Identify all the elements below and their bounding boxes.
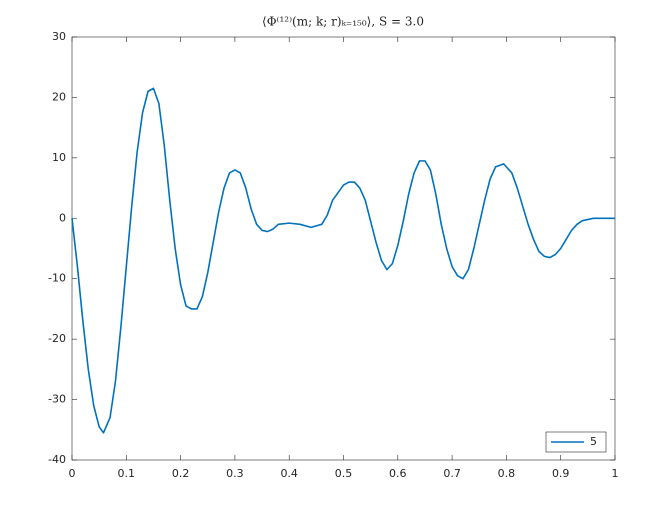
x-tick-label: 0	[69, 467, 76, 480]
y-tick-label: -40	[48, 453, 66, 466]
y-tick-label: 10	[52, 151, 66, 164]
x-tick-label: 1	[612, 467, 619, 480]
x-tick-label: 0.7	[443, 467, 461, 480]
x-tick-label: 0.8	[498, 467, 516, 480]
x-tick-label: 0.2	[172, 467, 190, 480]
y-tick-label: -30	[48, 393, 66, 406]
y-tick-label: 20	[52, 90, 66, 103]
line	[71, 87, 615, 434]
x-tick-label: 0.1	[118, 467, 136, 480]
plot-area	[71, 36, 616, 461]
x-tick-label: 0.6	[389, 467, 407, 480]
chart-title: ⟨Φ⁽¹²⁾(m; k; r)ₖ₌₁₅₀⟩, S = 3.0	[262, 15, 424, 29]
y-tick-label: 0	[59, 211, 66, 224]
x-tick-label: 0.9	[552, 467, 570, 480]
y-tick-label: 30	[52, 30, 66, 43]
x-tick-label: 0.4	[280, 467, 298, 480]
legend-label: 5	[590, 435, 597, 448]
y-tick-label: -20	[48, 332, 66, 345]
x-tick-label: 0.5	[335, 467, 353, 480]
y-tick-label: -10	[48, 272, 66, 285]
x-tick-label: 0.3	[226, 467, 244, 480]
